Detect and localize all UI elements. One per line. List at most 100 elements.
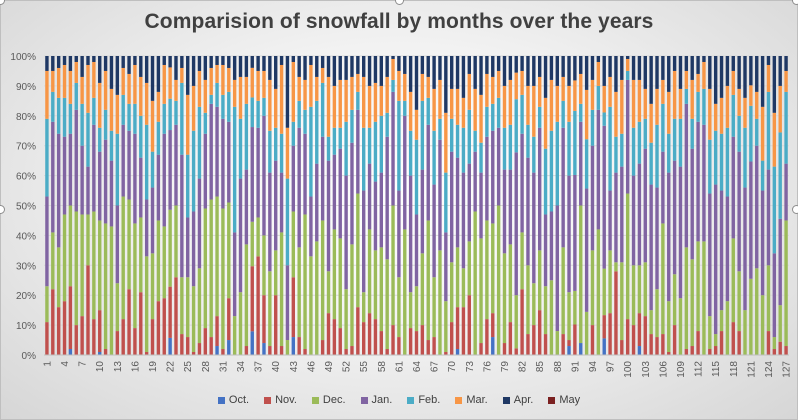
bar-stack (156, 56, 161, 355)
bar-segment (367, 127, 372, 164)
bar-segment (238, 118, 243, 179)
bar-segment (92, 124, 96, 212)
bar-segment (620, 262, 624, 341)
bar-stack (713, 56, 718, 355)
x-tick-label: 118 (729, 361, 740, 377)
bar-segment (661, 334, 665, 355)
bar-segment (203, 208, 208, 329)
bar-segment (391, 58, 395, 80)
bar-segment (191, 211, 196, 287)
bar-segment (256, 70, 260, 101)
bar-segment (274, 127, 278, 161)
bar-segment (637, 56, 642, 80)
bar-segment (684, 349, 689, 355)
bar-segment (438, 56, 442, 80)
bar-segment (133, 223, 137, 329)
resize-handle-top-right[interactable] (792, 0, 798, 5)
bar-stack (45, 56, 49, 355)
bar-segment (221, 208, 225, 350)
legend-swatch (264, 396, 272, 404)
bar-segment (579, 56, 583, 74)
bar-segment (262, 70, 266, 98)
bar-segment (162, 226, 166, 299)
bar-segment (45, 196, 49, 287)
bar-stack (362, 56, 366, 355)
bar-segment (379, 247, 383, 332)
bar-segment (455, 124, 460, 158)
bar-segment (420, 100, 425, 170)
resize-handle-middle-right[interactable] (792, 205, 798, 214)
bar-segment (737, 271, 741, 332)
bar-segment (602, 315, 606, 339)
bar-segment (315, 56, 319, 77)
bar-segment (51, 56, 55, 71)
resize-handle-top-left[interactable] (0, 0, 5, 5)
bar-stack (608, 56, 612, 355)
bar-segment (649, 334, 653, 355)
bar-stack (408, 56, 413, 355)
bar-segment (655, 337, 659, 355)
bar-segment (731, 238, 735, 323)
bar-segment (139, 217, 143, 293)
bar-segment (496, 205, 501, 355)
bar-stack (737, 56, 741, 355)
bar-segment (109, 130, 114, 161)
bar-segment (315, 76, 319, 101)
bar-segment (432, 88, 436, 131)
bar-segment (174, 205, 178, 278)
bar-segment (68, 70, 73, 104)
bar-segment (502, 343, 507, 355)
resize-handle-top-center[interactable] (395, 0, 404, 5)
bar-stack (115, 56, 120, 355)
bar-segment (491, 313, 495, 338)
bar-segment (356, 307, 360, 355)
bar-segment (643, 316, 647, 355)
bar-segment (156, 220, 161, 302)
bar-stack (485, 56, 489, 355)
bar-segment (655, 56, 659, 89)
bar-stack (620, 56, 624, 355)
bar-segment (731, 136, 735, 239)
bar-stack (491, 56, 495, 355)
y-tick-label: 100% (10, 52, 36, 63)
bar-segment (379, 56, 383, 86)
y-axis-tick-labels: 0% 10% 20% 30% 40% 50% 60% 70% 80% 90% 100% (10, 52, 36, 362)
bar-segment (373, 181, 378, 251)
bar-segment (713, 184, 718, 335)
bar-segment (508, 124, 513, 170)
bar-stack (356, 56, 360, 355)
bar-segment (690, 148, 694, 260)
bar-segment (625, 193, 630, 320)
bar-segment (56, 67, 61, 98)
bar-segment (438, 79, 442, 119)
bar-segment (256, 56, 260, 71)
bar-segment (532, 325, 536, 355)
bar-segment (573, 174, 577, 291)
bar-segment (426, 56, 430, 77)
resize-handle-middle-left[interactable] (0, 205, 5, 214)
bar-segment (473, 56, 477, 89)
bar-segment (766, 265, 771, 332)
bar-segment (596, 109, 601, 230)
bar-segment (555, 331, 559, 355)
bar-segment (561, 100, 565, 128)
bar-segment (403, 73, 407, 101)
bar-segment (350, 142, 354, 245)
bar-segment (68, 349, 73, 355)
legend-swatch (502, 396, 510, 404)
bar-segment (667, 301, 671, 353)
bar-segment (596, 56, 601, 62)
bar-segment (614, 271, 618, 355)
bar-segment (725, 127, 730, 197)
bar-segment (649, 56, 653, 104)
bar-segment (309, 196, 313, 257)
bar-segment (438, 139, 442, 251)
bar-segment (385, 259, 389, 350)
x-tick-label: 43 (289, 361, 300, 373)
bar-segment (485, 73, 489, 107)
bar-segment (766, 64, 771, 92)
bar-segment (197, 56, 202, 71)
bar-segment (444, 56, 448, 113)
bar-segment (215, 56, 219, 65)
